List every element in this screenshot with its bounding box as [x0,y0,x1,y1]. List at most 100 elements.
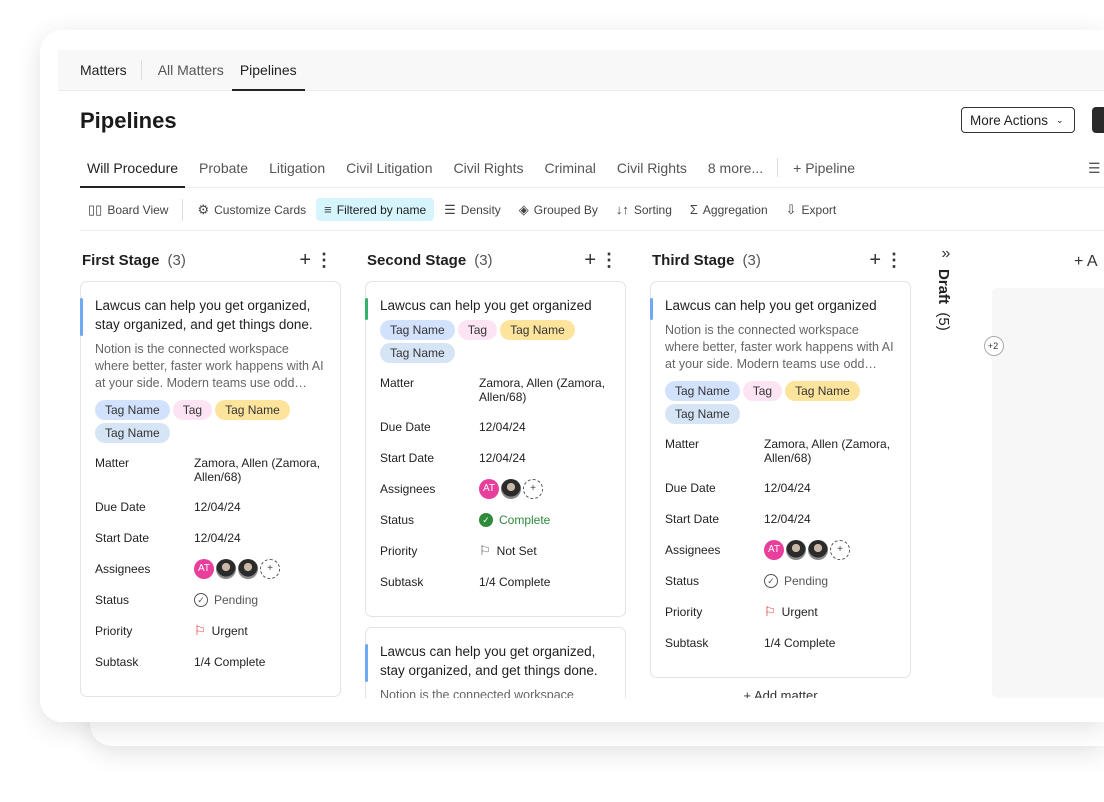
status-value[interactable]: Pending [784,574,829,588]
avatar[interactable]: AT [479,479,499,499]
matter-card[interactable]: Lawcus can help you get organized, stay … [365,627,626,698]
tab-litigation[interactable]: Litigation [269,159,326,176]
toolbar-label: Filtered by name [336,202,427,217]
start-date-value: 12/04/24 [194,531,241,545]
aggregation-button[interactable]: Σ Aggregation [682,198,776,221]
avatar[interactable] [501,479,521,499]
field-status: Status ✓ Complete [380,513,611,544]
nav-all-matters[interactable]: All Matters [157,62,224,78]
tab-civil-litigation[interactable]: Civil Litigation [346,159,433,176]
more-options-icon[interactable]: ⋮ [315,249,333,270]
add-pipeline-button[interactable]: + Pipeline [793,159,856,176]
nav-matters[interactable]: Matters [80,62,127,78]
field-label: Assignees [95,562,151,576]
tag[interactable]: Tag [457,320,498,340]
matter-value[interactable]: Zamora, Allen (Zamora, Allen/68) [194,456,321,484]
customize-cards-button[interactable]: ⚙ Customize Cards [189,198,314,222]
priority-value[interactable]: Urgent [211,624,248,638]
add-card-icon[interactable]: + [869,248,881,271]
tab-criminal[interactable]: Criminal [544,159,596,176]
expand-chevrons-icon[interactable]: » [941,245,951,262]
draft-column-collapsed[interactable]: » Draft (5) [935,245,957,331]
filter-icon: ≡ [324,202,332,217]
add-card-icon[interactable]: + [299,248,311,271]
start-date-value: 12/04/24 [479,451,526,465]
field-value: 12/04/24 [764,512,896,543]
nav-pipelines[interactable]: Pipelines [231,50,305,91]
tag[interactable]: Tag Name [215,400,290,420]
more-actions-button[interactable]: More Actions ⌄ [961,107,1075,133]
card-description: Notion is the connected workspace where … [665,323,894,371]
add-assignee-icon[interactable]: + [260,559,280,579]
card-fields: Matter Zamora, Allen (Zamora, Allen/68) Du… [665,437,896,667]
matter-card[interactable]: Lawcus can help you get organized Tag Nam… [365,281,626,617]
column-name: Second Stage [367,251,467,269]
status-value[interactable]: Pending [214,593,259,607]
tab-civil-rights[interactable]: Civil Rights [453,159,524,176]
tag[interactable]: Tag Name [665,381,740,401]
tag[interactable]: Tag [742,381,783,401]
start-date-value: 12/04/24 [764,512,811,526]
field-label: Due Date [95,500,146,514]
top-nav: Matters All Matters Pipelines [58,50,1104,91]
tag[interactable]: Tag Name [380,343,455,363]
primary-action-button[interactable] [1092,107,1104,133]
tab-will-procedure[interactable]: Will Procedure [80,148,186,188]
card-fields: Matter Zamora, Allen (Zamora, Allen/68) Du… [95,336,1004,686]
tab-civil-rights[interactable]: Civil Rights [616,159,687,176]
field-label: Status [665,574,700,588]
tag[interactable]: Tag Name [380,320,455,340]
more-options-icon[interactable]: ⋮ [600,249,618,270]
add-card-icon[interactable]: + [584,248,596,271]
avatar[interactable] [808,540,828,560]
check-circle-icon: ✓ [194,593,208,607]
avatar[interactable] [238,559,258,579]
sliders-icon[interactable]: ☰ [1088,160,1101,176]
priority-value[interactable]: Urgent [781,605,818,619]
matter-card[interactable]: Lawcus can help you get organized, stay … [80,281,1004,697]
field-value: AT+2+ [479,479,611,513]
field-label: Status [95,593,130,607]
density-button[interactable]: ☰ Density [436,198,509,222]
tag[interactable]: Tag Name [665,404,740,424]
field-start: Start Date 12/04/24 [665,512,896,543]
export-button[interactable]: ⇩ Export [778,198,845,222]
tab-probate[interactable]: Probate [199,159,249,176]
tag[interactable]: Tag Name [500,320,575,340]
add-column-button[interactable]: + A [1074,253,1098,270]
grouped-by-button[interactable]: ◈ Grouped By [511,198,606,222]
matter-value[interactable]: Zamora, Allen (Zamora, Allen/68) [479,376,606,404]
field-value: Zamora, Allen (Zamora, Allen/68) [479,376,611,420]
tag[interactable]: Tag Name [785,381,860,401]
avatar[interactable]: AT [194,559,214,579]
avatar[interactable] [786,540,806,560]
add-matter-button[interactable]: + Add matter [743,688,818,698]
field-label: Subtask [665,636,709,650]
filtered-by-name-button[interactable]: ≡ Filtered by name [316,198,435,221]
matter-value[interactable]: Zamora, Allen (Zamora, Allen/68) [764,437,891,465]
field-label: Status [380,513,415,527]
chevron-down-icon: ⌄ [1056,114,1064,125]
more-options-icon[interactable]: ⋮ [885,249,903,270]
sorting-button[interactable]: ↓↑ Sorting [608,198,680,221]
avatar[interactable] [216,559,236,579]
tab-8-more-[interactable]: 8 more... [707,159,764,176]
field-value: 1/4 Complete [479,575,611,606]
field-status: Status ✓ Pending [95,593,326,624]
tag[interactable]: Tag [172,400,213,420]
board-view-button[interactable]: ▯▯ Board View [80,198,176,222]
status-value[interactable]: Complete [499,513,551,527]
field-value: 12/04/24 [194,531,326,562]
due-date-value: 12/04/24 [479,420,526,434]
more-assignees-badge[interactable]: +2 [984,336,1004,356]
avatar[interactable]: AT [764,540,784,560]
field-label: Start Date [380,451,435,465]
priority-value[interactable]: Not Set [496,544,537,558]
add-assignee-icon[interactable]: + [523,479,543,499]
tag[interactable]: Tag Name [95,423,170,443]
field-label: Priority [380,544,418,558]
matter-card[interactable]: Lawcus can help you get organized Notion … [650,281,911,678]
tag[interactable]: Tag Name [95,400,170,420]
add-assignee-icon[interactable]: + [830,540,850,560]
due-date-value: 12/04/24 [194,500,241,514]
